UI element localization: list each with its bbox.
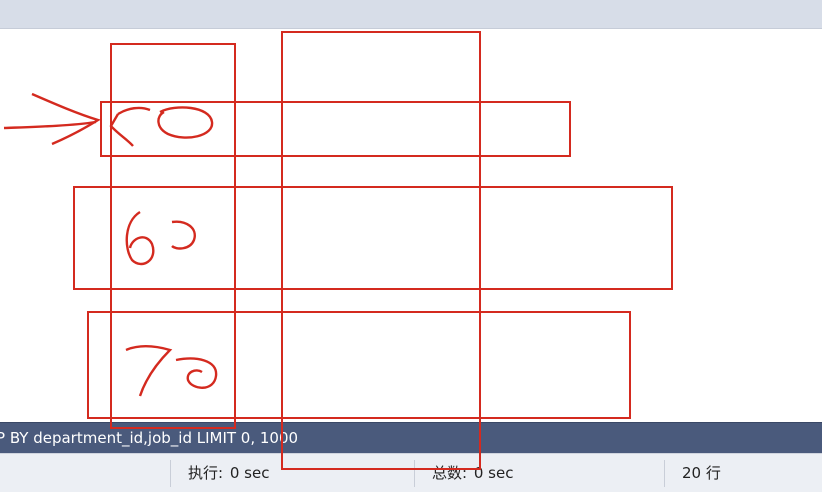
status-divider bbox=[664, 460, 665, 487]
result-area[interactable] bbox=[0, 29, 822, 420]
exec-time-value: 0 sec bbox=[229, 464, 270, 482]
status-bar: 执行: 0 sec 总数: 0 sec 20 行 bbox=[0, 453, 822, 492]
top-panel-edge bbox=[0, 0, 822, 29]
exec-time-status: 执行: 0 sec bbox=[188, 454, 269, 492]
row-count-value: 20 行 bbox=[682, 464, 721, 482]
query-text: P BY department_id,job_id LIMIT 0, 1000 bbox=[0, 429, 299, 447]
status-divider bbox=[414, 460, 415, 487]
total-time-status: 总数: 0 sec bbox=[432, 454, 513, 492]
total-time-label: 总数: bbox=[432, 464, 468, 482]
exec-time-label: 执行: bbox=[188, 464, 224, 482]
query-info-bar: P BY department_id,job_id LIMIT 0, 1000 bbox=[0, 422, 822, 453]
total-time-value: 0 sec bbox=[473, 464, 514, 482]
status-divider bbox=[170, 460, 171, 487]
row-count-status: 20 行 bbox=[682, 454, 721, 492]
